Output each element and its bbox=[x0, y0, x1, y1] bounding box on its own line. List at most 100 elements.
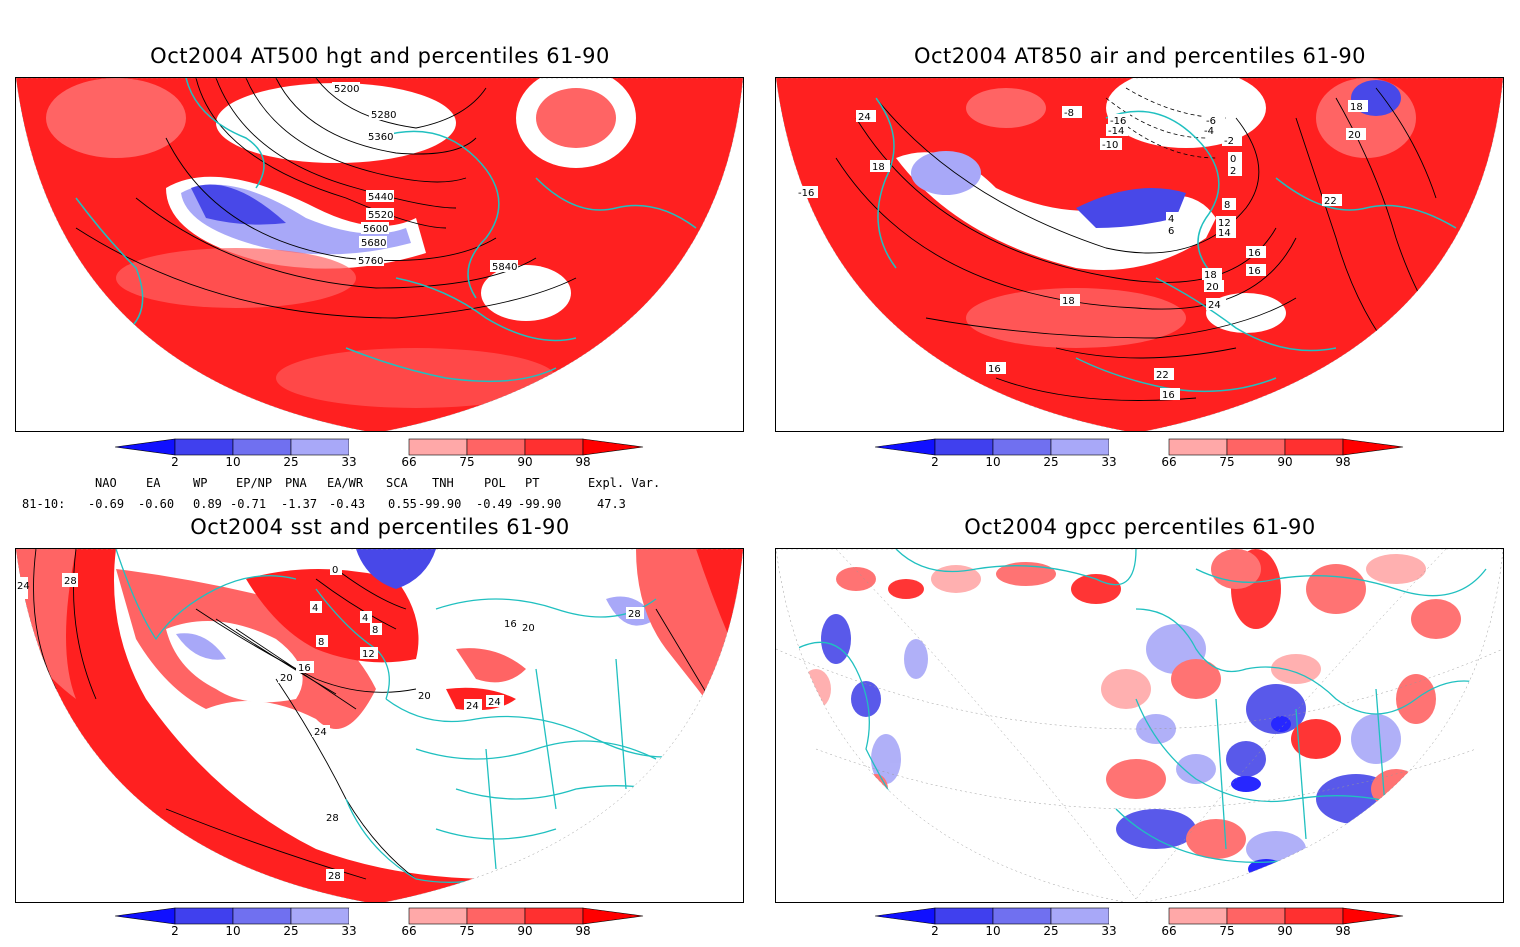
colorbar-tick: 33 bbox=[1101, 924, 1117, 938]
contour-label: 5360 bbox=[368, 132, 393, 143]
contour-label: 20 bbox=[522, 623, 535, 634]
contour-label: 5760 bbox=[358, 256, 383, 267]
contour-label: -8 bbox=[1064, 108, 1074, 119]
colorbar-sst: 2 10 25 33 66 75 90 98 bbox=[115, 907, 645, 947]
colorbar-tick: 2 bbox=[931, 455, 939, 469]
colorbar-tick: 66 bbox=[401, 455, 417, 469]
tele-value: -0.49 bbox=[476, 497, 513, 511]
contour-label: 24 bbox=[1208, 300, 1221, 311]
tele-value: -99.90 bbox=[518, 497, 562, 511]
tele-header: EA/WR bbox=[327, 476, 364, 490]
contour-label: 16 bbox=[298, 663, 311, 674]
map-panel-air850: -16 -8 -16 -14 -10 -6 -4 -2 0 2 4 6 8 12… bbox=[775, 77, 1504, 432]
contour-label: -10 bbox=[1102, 140, 1118, 151]
contour-label: 24 bbox=[17, 581, 30, 592]
colorbar-gpcc: 2 10 25 33 66 75 90 98 bbox=[875, 907, 1405, 947]
tele-header: PNA bbox=[285, 476, 307, 490]
tele-value: 0.89 bbox=[193, 497, 222, 511]
colorbar-tick: 98 bbox=[1335, 455, 1351, 469]
contour-label: 24 bbox=[488, 697, 501, 708]
tele-value: -1.37 bbox=[281, 497, 318, 511]
colorbar-tick: 98 bbox=[575, 455, 591, 469]
colorbar-tick: 2 bbox=[931, 924, 939, 938]
contour-label: 5520 bbox=[368, 210, 393, 221]
contour-label: 8 bbox=[318, 637, 324, 648]
contour-label: 20 bbox=[280, 673, 293, 684]
contour-label: 4 bbox=[362, 613, 368, 624]
contour-label: 18 bbox=[1350, 102, 1363, 113]
colorbar-tick: 33 bbox=[1101, 455, 1117, 469]
panel-title-air850: Oct2004 AT850 air and percentiles 61-90 bbox=[913, 44, 1367, 68]
colorbar-tick: 10 bbox=[985, 924, 1001, 938]
contour-label: 16 bbox=[504, 619, 517, 630]
colorbar-air850: 2 10 25 33 66 75 90 98 bbox=[875, 438, 1405, 478]
colorbar-tick: 2 bbox=[171, 924, 179, 938]
tele-value: -0.43 bbox=[329, 497, 366, 511]
colorbar-tick: 66 bbox=[401, 924, 417, 938]
colorbar-tick: 90 bbox=[517, 924, 533, 938]
panel-title-sst: Oct2004 sst and percentiles 61-90 bbox=[190, 515, 570, 539]
colorbar-tick: 33 bbox=[341, 924, 357, 938]
contour-label: 12 bbox=[362, 649, 375, 660]
colorbar-tick: 10 bbox=[225, 455, 241, 469]
tele-header: SCA bbox=[386, 476, 408, 490]
tele-header: TNH bbox=[432, 476, 454, 490]
tele-header: EP/NP bbox=[236, 476, 273, 490]
tele-value: -0.60 bbox=[138, 497, 175, 511]
tele-value: -0.69 bbox=[88, 497, 125, 511]
contour-label: -4 bbox=[1204, 126, 1214, 137]
colorbar-tick: 25 bbox=[283, 455, 299, 469]
contour-label: 2 bbox=[1230, 166, 1236, 177]
contour-label: 6 bbox=[1168, 226, 1174, 237]
contour-label: 20 bbox=[418, 691, 431, 702]
contour-label: -16 bbox=[1110, 116, 1126, 127]
contour-label: 18 bbox=[1204, 270, 1217, 281]
colorbar-tick: 25 bbox=[1043, 924, 1059, 938]
tele-value: 0.55 bbox=[388, 497, 417, 511]
colorbar-tick: 75 bbox=[459, 924, 475, 938]
contour-label: -14 bbox=[1108, 126, 1124, 137]
contour-label: 4 bbox=[312, 603, 318, 614]
contour-label: 28 bbox=[628, 609, 641, 620]
tele-header: Expl. Var. bbox=[588, 476, 661, 490]
map-panel-gpcc bbox=[775, 548, 1504, 903]
tele-value: -0.71 bbox=[230, 497, 267, 511]
colorbar-tick: 75 bbox=[1219, 455, 1235, 469]
contour-label: -16 bbox=[798, 188, 814, 199]
contour-label: -6 bbox=[1206, 116, 1216, 127]
contour-label: 28 bbox=[64, 576, 77, 587]
contour-label: 5280 bbox=[371, 110, 396, 121]
colorbar-tick: 75 bbox=[459, 455, 475, 469]
contour-label: 16 bbox=[1162, 390, 1175, 401]
contour-label: 20 bbox=[1206, 282, 1219, 293]
contour-label: 16 bbox=[1248, 248, 1261, 259]
contour-label: 5200 bbox=[334, 84, 359, 95]
contour-label: 8 bbox=[372, 625, 378, 636]
contour-label: 22 bbox=[1156, 370, 1169, 381]
contour-label: 20 bbox=[1348, 130, 1361, 141]
contour-label: 18 bbox=[1062, 296, 1075, 307]
contour-label: 28 bbox=[328, 871, 341, 882]
contour-label: 18 bbox=[872, 162, 885, 173]
tele-header: WP bbox=[193, 476, 208, 490]
contour-label: 8 bbox=[1224, 200, 1230, 211]
tele-header: PT bbox=[525, 476, 540, 490]
contour-label: 5680 bbox=[361, 238, 386, 249]
contour-label: 5840 bbox=[492, 262, 517, 273]
panel-title-gpcc: Oct2004 gpcc percentiles 61-90 bbox=[964, 515, 1316, 539]
tele-header: EA bbox=[146, 476, 161, 490]
colorbar-tick: 10 bbox=[985, 455, 1001, 469]
colorbar-tick: 98 bbox=[575, 924, 591, 938]
contour-label: 0 bbox=[1230, 154, 1236, 165]
colorbar-tick: 33 bbox=[341, 455, 357, 469]
colorbar-tick: 10 bbox=[225, 924, 241, 938]
contour-label: 14 bbox=[1218, 228, 1231, 239]
colorbar-tick: 90 bbox=[1277, 455, 1293, 469]
contour-label: 16 bbox=[1248, 266, 1261, 277]
colorbar-tick: 90 bbox=[517, 455, 533, 469]
colorbar-tick: 2 bbox=[171, 455, 179, 469]
contour-label: 5440 bbox=[368, 192, 393, 203]
panel-title-hgt500: Oct2004 AT500 hgt and percentiles 61-90 bbox=[150, 44, 610, 68]
contour-label: 24 bbox=[858, 112, 871, 123]
contour-label: -2 bbox=[1224, 136, 1234, 147]
